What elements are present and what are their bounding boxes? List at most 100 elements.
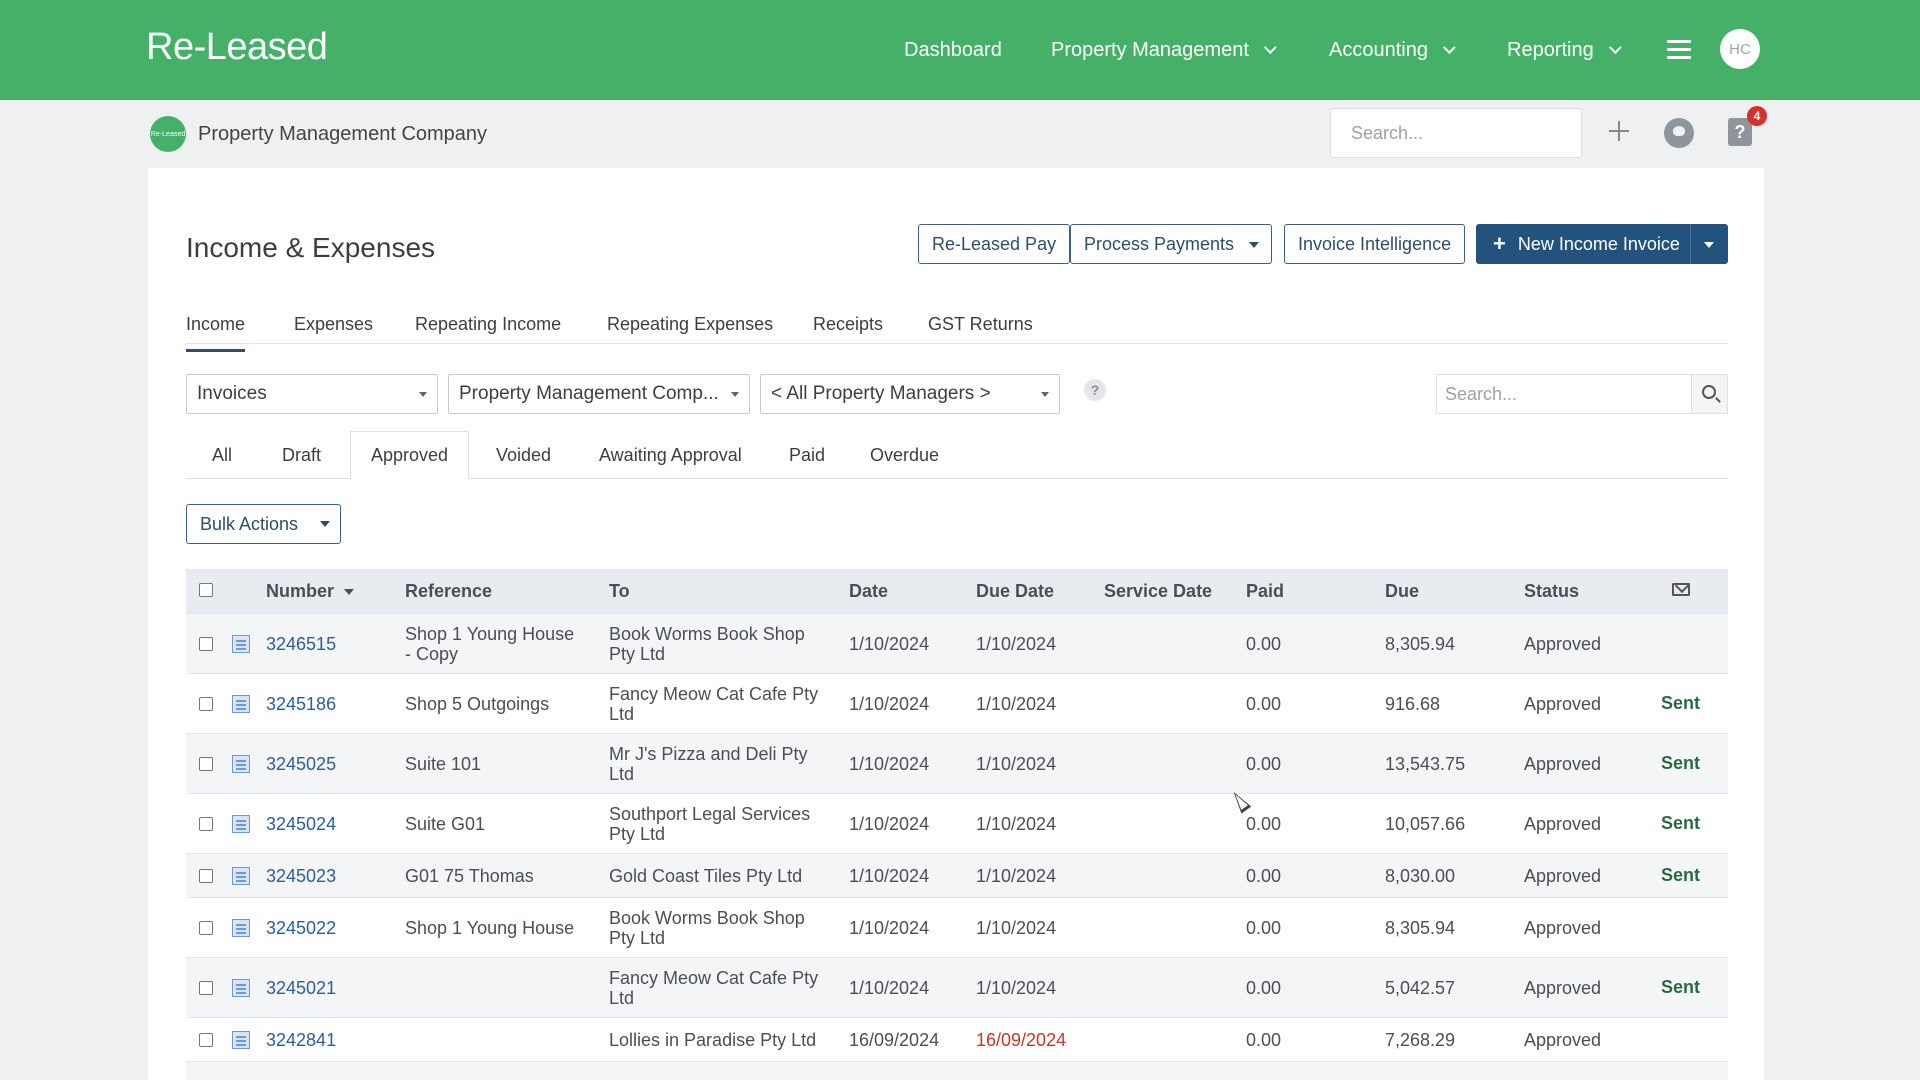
new-income-invoice-button[interactable]: + New Income Invoice xyxy=(1476,224,1728,264)
table-row[interactable]: 3245186 Shop 5 Outgoings Fancy Meow Cat Ca… xyxy=(186,673,1728,733)
reference-cell: Shop 1 Young House xyxy=(405,918,575,938)
row-checkbox[interactable] xyxy=(199,1033,213,1047)
row-checkbox[interactable] xyxy=(199,817,213,831)
table-row[interactable]: Convenience Mart Surfers xyxy=(186,1061,1728,1080)
help-circle-icon[interactable]: ? xyxy=(1084,379,1106,401)
invoice-number-link[interactable]: 3242841 xyxy=(266,1030,337,1050)
nav-reporting[interactable]: Reporting xyxy=(1507,0,1622,100)
add-icon[interactable] xyxy=(1608,120,1630,142)
col-date[interactable]: Date xyxy=(849,581,889,601)
tab-repeating-income[interactable]: Repeating Income xyxy=(415,314,562,334)
table-header: Number Reference To Date Due Date Servic… xyxy=(186,569,1728,613)
date-cell: 1/10/2024 xyxy=(849,694,930,714)
released-pay-button[interactable]: Re-Leased Pay xyxy=(918,224,1071,264)
date-cell: 1/10/2024 xyxy=(849,754,930,774)
nav-dashboard[interactable]: Dashboard xyxy=(904,0,1002,100)
invoice-number-link[interactable]: 3245023 xyxy=(266,866,337,886)
invoice-doc-icon[interactable] xyxy=(232,919,250,937)
due-cell: 8,030.00 xyxy=(1385,866,1456,886)
caret-down-icon xyxy=(419,392,427,397)
invoice-number-link[interactable]: 3246515 xyxy=(266,634,337,654)
table-row[interactable]: 3245021 Fancy Meow Cat Cafe Pty Ltd 1/10/2… xyxy=(186,957,1728,1017)
table-body: 3246515 Shop 1 Young House - Copy Book Wor… xyxy=(186,613,1728,1080)
invoice-doc-icon[interactable] xyxy=(232,695,250,713)
row-checkbox[interactable] xyxy=(199,981,213,995)
invoice-doc-icon[interactable] xyxy=(232,755,250,773)
support-icon[interactable] xyxy=(1664,118,1694,148)
nav-dashboard-label: Dashboard xyxy=(904,38,1002,61)
invoice-number-link[interactable]: 3245186 xyxy=(266,694,337,714)
col-number[interactable]: Number xyxy=(266,581,355,601)
company-select[interactable]: Property Management Comp... xyxy=(448,374,750,414)
row-checkbox[interactable] xyxy=(199,757,213,771)
invoice-doc-icon[interactable] xyxy=(232,867,250,885)
date-cell: 16/09/2024 xyxy=(849,1030,940,1050)
col-reference[interactable]: Reference xyxy=(405,581,493,601)
table-row[interactable]: 3245024 Suite G01 Southport Legal Services… xyxy=(186,793,1728,853)
invoice-number-link[interactable]: 3245024 xyxy=(266,814,337,834)
notification-badge: 4 xyxy=(1747,106,1767,126)
row-checkbox[interactable] xyxy=(199,637,213,651)
nav-accounting[interactable]: Accounting xyxy=(1329,0,1456,100)
tab-gst-returns[interactable]: GST Returns xyxy=(928,314,1033,334)
reference-cell: Shop 5 Outgoings xyxy=(405,694,550,714)
global-search-input[interactable] xyxy=(1330,108,1582,158)
bulk-actions-button[interactable]: Bulk Actions xyxy=(186,504,342,544)
tab-income[interactable]: Income xyxy=(186,314,246,352)
company-name[interactable]: Property Management Company xyxy=(198,123,488,145)
tab-repeating-expenses[interactable]: Repeating Expenses xyxy=(607,314,774,334)
nav-property-management[interactable]: Property Management xyxy=(1051,0,1277,100)
search-icon xyxy=(1702,385,1716,399)
status-tab-voided[interactable]: Voided xyxy=(496,445,552,465)
to-cell: Convenience Mart Surfers xyxy=(609,1078,818,1080)
invoice-number-link[interactable]: 3245021 xyxy=(266,978,337,998)
due-date-cell: 1/10/2024 xyxy=(976,814,1057,834)
col-due[interactable]: Due xyxy=(1385,581,1420,601)
col-paid[interactable]: Paid xyxy=(1246,581,1285,601)
invoice-doc-icon[interactable] xyxy=(232,815,250,833)
invoice-doc-icon[interactable] xyxy=(232,635,250,653)
invoice-intelligence-button[interactable]: Invoice Intelligence xyxy=(1284,224,1466,264)
search-button[interactable] xyxy=(1691,374,1728,414)
nav-accounting-label: Accounting xyxy=(1329,38,1428,61)
row-checkbox[interactable] xyxy=(199,697,213,711)
table-row[interactable]: 3245025 Suite 101 Mr J's Pizza and Deli Pt… xyxy=(186,733,1728,793)
tab-expenses[interactable]: Expenses xyxy=(294,314,374,334)
status-tab-paid[interactable]: Paid xyxy=(789,445,826,465)
select-all-checkbox[interactable] xyxy=(199,583,213,597)
col-due-date[interactable]: Due Date xyxy=(976,581,1055,601)
row-checkbox[interactable] xyxy=(199,869,213,883)
status-tab-draft[interactable]: Draft xyxy=(282,445,322,465)
status-tab-overdue[interactable]: Overdue xyxy=(870,445,940,465)
property-managers-select[interactable]: < All Property Managers > xyxy=(760,374,1060,414)
help-icon[interactable]: ? xyxy=(1728,118,1752,146)
process-payments-button[interactable]: Process Payments xyxy=(1070,224,1272,264)
invoice-doc-icon[interactable] xyxy=(232,979,250,997)
table-row[interactable]: 3242841 Lollies in Paradise Pty Ltd 16/09/… xyxy=(186,1017,1728,1061)
invoice-number-link[interactable]: 3245022 xyxy=(266,918,337,938)
tab-receipts[interactable]: Receipts xyxy=(813,314,884,334)
col-service-date[interactable]: Service Date xyxy=(1104,581,1213,601)
type-select[interactable]: Invoices xyxy=(186,374,438,414)
status-cell: Approved xyxy=(1524,634,1602,654)
table-row[interactable]: 3245023 G01 75 Thomas Gold Coast Tiles Pty… xyxy=(186,853,1728,897)
invoice-doc-icon[interactable] xyxy=(232,1031,250,1049)
invoice-number-link[interactable]: 3245025 xyxy=(266,754,337,774)
caret-down-icon[interactable] xyxy=(1704,242,1714,248)
hamburger-menu-icon[interactable] xyxy=(1667,40,1691,64)
status-tab-all[interactable]: All xyxy=(212,445,233,465)
date-cell: 1/10/2024 xyxy=(849,814,930,834)
col-status[interactable]: Status xyxy=(1524,581,1580,601)
app-logo[interactable]: Re-Leased xyxy=(146,26,328,68)
invoice-search-input[interactable] xyxy=(1436,374,1692,414)
table-row[interactable]: 3246515 Shop 1 Young House - Copy Book Wor… xyxy=(186,613,1728,673)
main-tabs: Income Expenses Repeating Income Repeati… xyxy=(186,300,1728,352)
row-checkbox[interactable] xyxy=(199,921,213,935)
due-cell: 916.68 xyxy=(1385,694,1441,714)
table-row[interactable]: 3245022 Shop 1 Young House Book Worms Book… xyxy=(186,897,1728,957)
user-avatar[interactable]: HC xyxy=(1720,29,1760,69)
col-to[interactable]: To xyxy=(609,581,630,601)
status-tab-awaiting-approval[interactable]: Awaiting Approval xyxy=(599,445,742,465)
reference-cell: G01 75 Thomas xyxy=(405,866,534,886)
status-tab-approved[interactable]: Approved xyxy=(350,431,470,480)
